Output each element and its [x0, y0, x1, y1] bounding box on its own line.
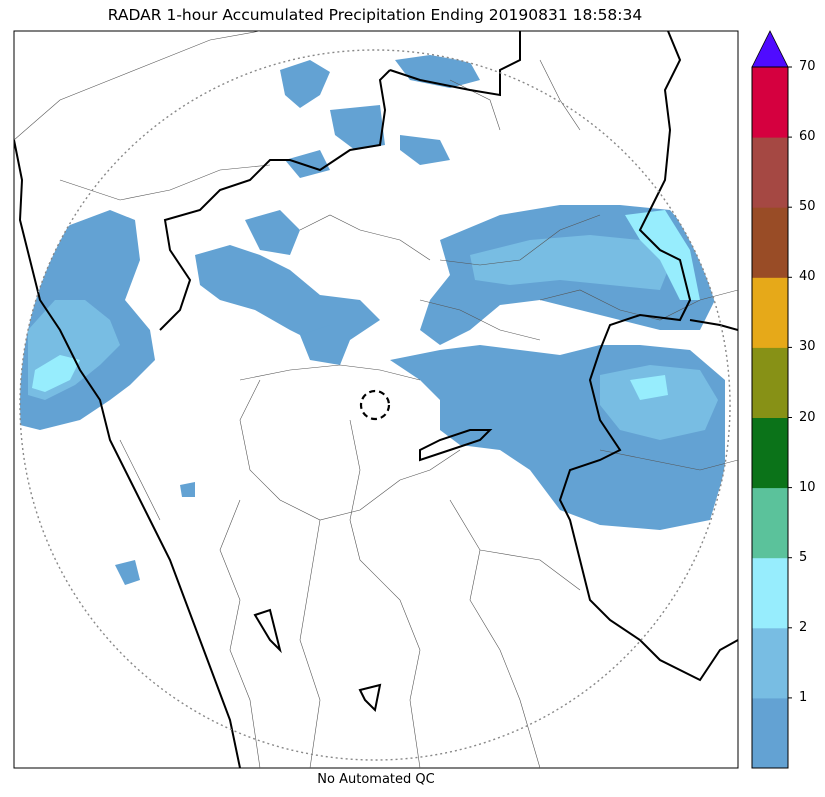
colorbar-tick-label: 50 — [799, 199, 816, 215]
border-east-south-lobe — [419, 429, 493, 462]
precip-area-central-north — [195, 245, 380, 345]
colorbar-bin — [752, 277, 788, 348]
precip-area-north-4 — [400, 135, 450, 165]
border-north-east — [389, 31, 521, 97]
precip-area-southwest-2 — [180, 482, 195, 497]
radar-site-marker — [359, 389, 391, 421]
colorbar-tick-label: 10 — [799, 479, 816, 495]
precipitation-layer — [20, 55, 725, 585]
colorbar-bin — [752, 557, 788, 629]
precip-area-north-5 — [285, 150, 330, 178]
colorbar-tick-label: 40 — [799, 269, 816, 285]
precip-area-north-3 — [330, 105, 385, 150]
colorbar-extend-triangle — [751, 30, 789, 68]
colorbar-tick-label: 1 — [799, 689, 808, 705]
colorbar-bin — [752, 697, 788, 769]
precip-area-west-peak — [32, 355, 80, 392]
colorbar-tick-label: 20 — [799, 409, 816, 425]
district-borders — [14, 31, 738, 768]
border-north-west — [159, 69, 391, 331]
colorbar-tick-label: 2 — [799, 619, 808, 635]
colorbar-tick-label: 60 — [799, 129, 816, 145]
colorbar-bin — [752, 207, 788, 278]
border-south-islet-1 — [253, 608, 282, 654]
precip-area-east-upper-core — [470, 235, 670, 290]
border-east-tail — [689, 319, 738, 331]
figure-title: RADAR 1-hour Accumulated Precipitation E… — [107, 6, 643, 24]
colorbar-tick-label: 5 — [799, 549, 808, 565]
range-ring — [19, 49, 731, 761]
colorbar-bin — [752, 137, 788, 208]
precip-area-east-lower-peak — [630, 375, 668, 400]
colorbar-bin — [752, 347, 788, 418]
precip-area-southwest-1 — [115, 560, 140, 585]
state-borders — [14, 31, 738, 768]
colorbar-tick-label: 30 — [799, 339, 816, 355]
precip-area-east-lower-core — [600, 365, 718, 440]
precip-area-central-cells — [300, 325, 350, 365]
colorbar-bin — [752, 67, 788, 138]
colorbar-bin — [752, 417, 788, 489]
precip-area-north-1 — [280, 60, 330, 108]
border-east-upper — [558, 31, 738, 682]
coastline-west — [14, 139, 241, 768]
colorbar-tick-label: 70 — [799, 59, 816, 74]
colorbar-bin — [752, 487, 788, 559]
border-south-islet-2 — [358, 683, 382, 713]
precip-area-northwest — [245, 210, 300, 255]
qc-note: No Automated QC — [317, 772, 435, 787]
colorbar-bin — [752, 627, 788, 699]
